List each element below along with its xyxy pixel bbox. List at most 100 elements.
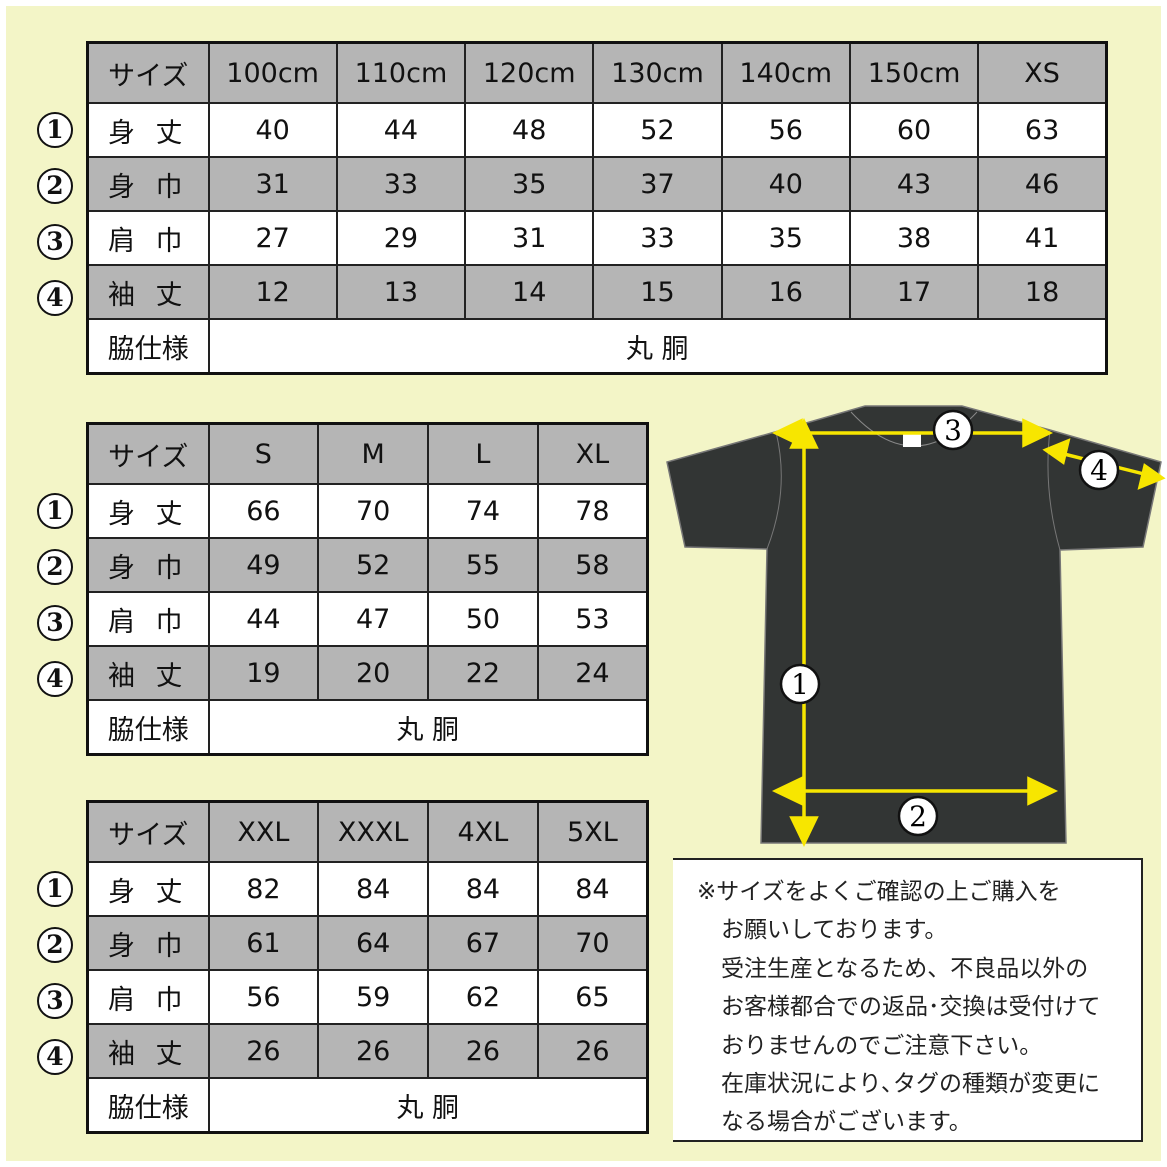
measurement-value: 26	[427, 1023, 539, 1079]
notice-line: ※サイズをよくご確認の上ご購入を	[697, 879, 1061, 905]
measurement-value: 53	[536, 591, 649, 647]
measurement-value: 13	[335, 264, 467, 320]
measurement-value: 31	[207, 156, 338, 212]
measurement-value: 43	[848, 156, 980, 212]
table-row: 肩 巾 44 47 50 53	[86, 591, 649, 647]
arrowhead	[771, 776, 803, 806]
side-spec-label: 脇仕様	[86, 699, 210, 756]
header-row: サイズ XXL XXXL 4XL 5XL	[86, 800, 649, 863]
size-table-1: サイズ 100cm 110cm 120cm 130cm 140cm 150cm XS 身 丈 40…	[86, 41, 1108, 375]
side-spec-label: 脇仕様	[86, 318, 210, 375]
shirt-tag	[903, 434, 921, 447]
diagram-markers: 1 2 3 4	[779, 409, 1120, 837]
size-table-2: サイズ S M L XL 身 丈 66 70 74 78 身 巾 49 52 55 58 肩 巾 44 47 50 5…	[86, 422, 649, 756]
header-row: サイズ S M L XL	[86, 422, 649, 485]
measurement-value: 44	[335, 102, 467, 158]
measurement-value: 58	[536, 537, 649, 593]
measurement-value: 14	[464, 264, 595, 320]
table-row: 肩 巾 56 59 62 65	[86, 969, 649, 1025]
measurement-value: 44	[207, 591, 320, 647]
measurement-value: 40	[720, 156, 851, 212]
measurement-value: 46	[977, 156, 1108, 212]
marker-1: 1	[37, 493, 73, 529]
measurement-value: 82	[207, 861, 320, 917]
measurement-value: 26	[317, 1023, 429, 1079]
measurement-label: 肩 巾	[86, 969, 210, 1025]
side-spec-label: 脇仕様	[86, 1077, 210, 1134]
table-row: 肩 巾 27 29 31 33 35 38 41	[86, 210, 1108, 266]
size-header: 4XL	[427, 800, 539, 863]
measurement-value: 55	[427, 537, 539, 593]
measurement-value: 16	[720, 264, 851, 320]
notice-line: おりませんのでご注意下さい。	[721, 1033, 1043, 1059]
marker-3: 3	[37, 605, 73, 641]
measurement-label: 袖 丈	[86, 264, 210, 320]
measurement-value: 67	[427, 915, 539, 971]
marker-2: 2	[37, 168, 73, 204]
table-row: 身 丈 82 84 84 84	[86, 861, 649, 917]
size-header: 110cm	[335, 41, 467, 104]
measurement-value: 56	[207, 969, 320, 1025]
size-header: XXXL	[317, 800, 429, 863]
measurement-value: 59	[317, 969, 429, 1025]
measurement-label: 身 巾	[86, 537, 210, 593]
table-row: 袖 丈 19 20 22 24	[86, 645, 649, 701]
notice-line: 在庫状況により､タグの種類が変更に	[721, 1071, 1101, 1097]
measurement-value: 41	[977, 210, 1108, 266]
marker-2: 2	[37, 549, 73, 585]
table-row: 身 丈 66 70 74 78	[86, 483, 649, 539]
measurement-value: 35	[464, 156, 595, 212]
size-label: サイズ	[86, 422, 210, 485]
size-table-3: サイズ XXL XXXL 4XL 5XL 身 丈 82 84 84 84 身 巾 61 64 67 70 肩 …	[86, 800, 649, 1134]
marker-1: 1	[37, 112, 73, 148]
measurement-value: 62	[427, 969, 539, 1025]
marker-4: 4	[37, 1039, 73, 1075]
side-spec-value: 丸 胴	[207, 1077, 649, 1134]
measurement-value: 15	[592, 264, 723, 320]
table-row: 身 巾 49 52 55 58	[86, 537, 649, 593]
measurement-value: 19	[207, 645, 320, 701]
measurement-label: 肩 巾	[86, 591, 210, 647]
notice-line: お客様都合での返品･交換は受付けて	[721, 994, 1101, 1020]
marker-4: 4	[37, 280, 73, 316]
measurement-value: 74	[427, 483, 539, 539]
measure-arrows	[771, 417, 1166, 848]
marker-3: 3	[37, 224, 73, 260]
measurement-value: 20	[317, 645, 429, 701]
arrowhead	[1022, 418, 1054, 448]
table-row: 袖 丈 26 26 26 26	[86, 1023, 649, 1079]
arrowhead	[771, 418, 803, 448]
measurement-value: 63	[977, 102, 1108, 158]
size-header: S	[207, 422, 320, 485]
table-row: 身 丈 40 44 48 52 56 60 63	[86, 102, 1108, 158]
measurement-value: 18	[977, 264, 1108, 320]
size-header: 130cm	[592, 41, 723, 104]
measurement-value: 26	[207, 1023, 320, 1079]
notice-line: お願いしております。	[721, 917, 948, 943]
measurement-value: 61	[207, 915, 320, 971]
measurement-value: 31	[464, 210, 595, 266]
measurement-value: 84	[536, 861, 649, 917]
measurement-label: 袖 丈	[86, 645, 210, 701]
measurement-value: 84	[317, 861, 429, 917]
side-spec-value: 丸 胴	[207, 318, 1108, 375]
measurement-label: 身 丈	[86, 483, 210, 539]
arrowhead	[789, 816, 819, 848]
arrowhead	[1042, 438, 1071, 465]
measurement-value: 27	[207, 210, 338, 266]
arrowhead	[1027, 776, 1059, 806]
measurement-value: 70	[317, 483, 429, 539]
measurement-label: 身 丈	[86, 861, 210, 917]
marker-4: 4	[1090, 454, 1108, 487]
marker-3: 3	[944, 414, 962, 447]
size-header: L	[427, 422, 539, 485]
measurement-label: 肩 巾	[86, 210, 210, 266]
size-label: サイズ	[86, 41, 210, 104]
size-header: 150cm	[848, 41, 980, 104]
measurement-value: 26	[536, 1023, 649, 1079]
marker-1: 1	[791, 668, 809, 701]
measurement-value: 52	[592, 102, 723, 158]
measurement-value: 22	[427, 645, 539, 701]
measurement-value: 29	[335, 210, 467, 266]
